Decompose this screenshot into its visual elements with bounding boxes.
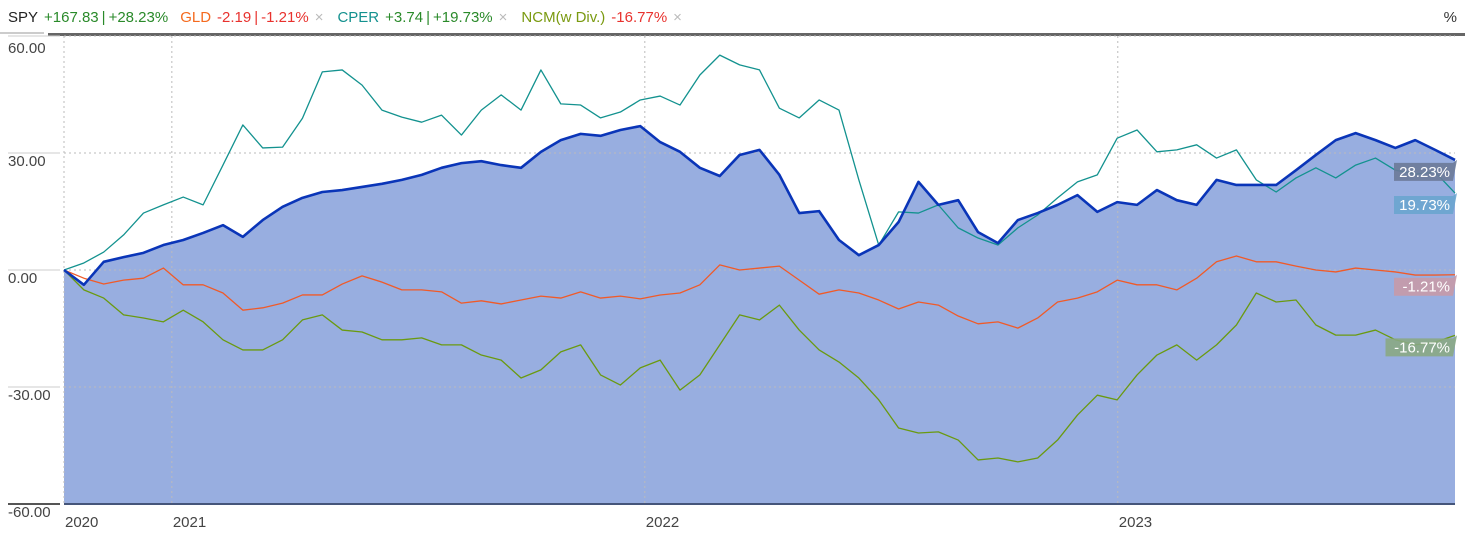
- line-cper: [63, 54, 1456, 271]
- end-label-bg: [1394, 274, 1457, 296]
- legend-separator: |: [426, 9, 431, 26]
- ytick-label: -30.00: [8, 387, 51, 404]
- unit-label: %: [1443, 9, 1457, 26]
- xtick-label: 2023: [1119, 514, 1152, 531]
- legend-percent: +28.23%: [108, 9, 169, 26]
- line-spy: [63, 124, 1456, 287]
- ytick-label: -60.00: [8, 504, 51, 521]
- legend-separator: |: [254, 9, 259, 26]
- xtick-label: 2021: [173, 514, 206, 531]
- ytick-label: 30.00: [8, 153, 46, 170]
- ytick-label: 0.00: [8, 270, 37, 287]
- top-border: [48, 33, 1465, 36]
- legend-ticker-ncmwdiv[interactable]: NCM(w Div.): [521, 9, 606, 26]
- line-ncmwdiv: [63, 269, 1456, 463]
- legend-underline: [0, 32, 44, 34]
- line-gld: [63, 255, 1456, 329]
- legend-change: -2.19: [217, 9, 252, 26]
- legend-percent: +19.73%: [433, 9, 493, 26]
- end-label-cper: 19.73%: [1399, 197, 1450, 214]
- remove-series-icon[interactable]: ×: [673, 9, 682, 26]
- xtick-label: 2022: [646, 514, 679, 531]
- end-label-ncmwdiv: -16.77%: [1394, 339, 1450, 356]
- ytick-label: 60.00: [8, 40, 46, 57]
- legend-ticker-gld[interactable]: GLD: [180, 9, 212, 26]
- legend-separator: |: [101, 9, 106, 26]
- legend-percent: -16.77%: [611, 9, 668, 26]
- remove-series-icon[interactable]: ×: [314, 9, 324, 26]
- xtick-label: 2020: [65, 514, 98, 531]
- remove-series-icon[interactable]: ×: [498, 9, 508, 26]
- end-label-bg: [1394, 193, 1457, 215]
- end-label-bg: [1385, 335, 1457, 357]
- area-spy: [64, 126, 1455, 504]
- end-label-bg: [1394, 159, 1457, 181]
- end-label-spy: 28.23%: [1399, 164, 1450, 181]
- legend-change: +3.74: [385, 9, 424, 26]
- chart-legend: SPY +167.83 | +28.23% GLD -2.19 | -1.21% × CPER +3…: [8, 9, 696, 26]
- end-label-gld: -1.21%: [1402, 279, 1450, 296]
- legend-ticker-spy[interactable]: SPY: [8, 9, 39, 26]
- legend-change: +167.83: [44, 9, 99, 26]
- legend-ticker-cper[interactable]: CPER: [337, 9, 380, 26]
- legend-percent: -1.21%: [261, 9, 309, 26]
